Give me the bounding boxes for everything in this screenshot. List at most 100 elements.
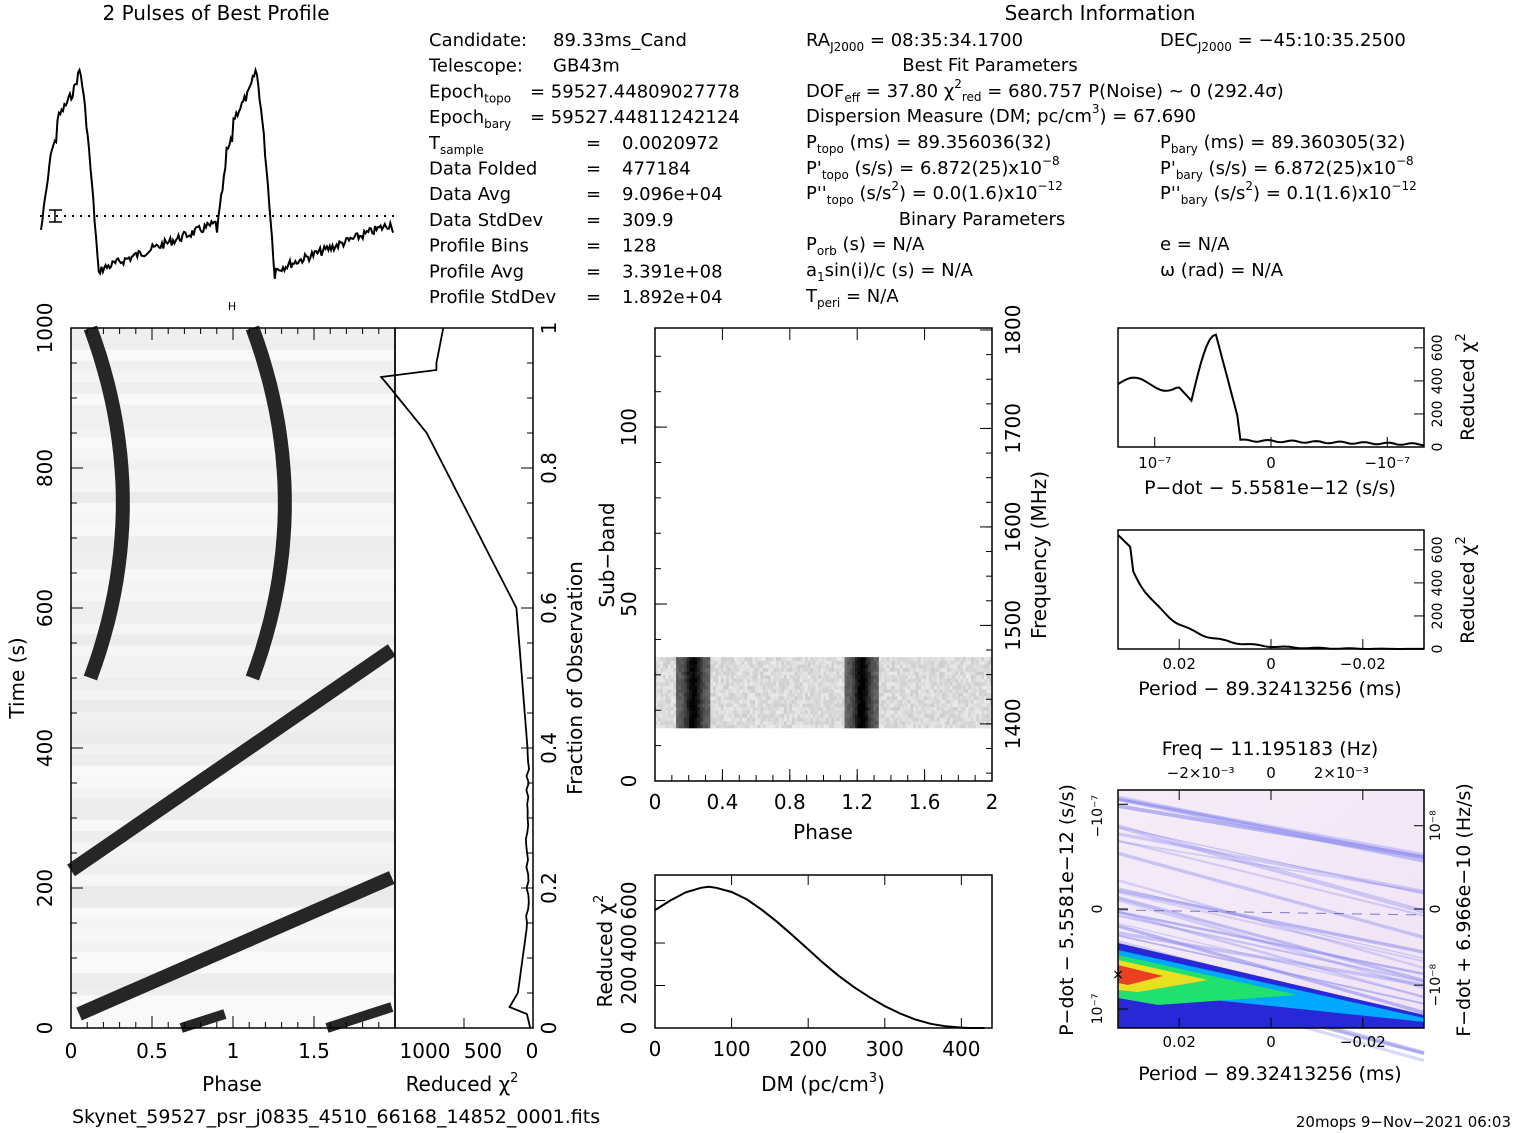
subband-cell [949,685,953,690]
subband-cell [660,703,664,708]
subband-cell [855,660,859,665]
subband-cell [862,678,867,683]
subband-cell [805,699,809,704]
subband-cell [715,688,719,693]
subband-cell [720,664,724,669]
subband-cell [805,664,809,669]
subband-cell [789,710,793,715]
subband-cell [715,664,719,669]
subband-cell [873,678,877,683]
y-tick-label: 0.4 [537,732,561,764]
subband-cell [963,720,967,725]
subband-cell [849,657,853,662]
subband-cell [794,688,798,693]
subband-cell [686,688,690,693]
subband-cell [815,692,819,697]
subband-cell [936,692,940,697]
subband-cell [905,692,909,697]
subband-cell [913,667,917,672]
subband-cell [955,720,959,725]
subband-cell [876,664,880,669]
subband-cell [710,681,714,686]
subband-cell [770,692,774,697]
subband-cell [902,706,906,711]
subband-cell [910,681,914,686]
subband-cell [963,657,967,662]
subband-cell [947,685,951,690]
subband-cell [986,678,990,683]
subband-cell [697,706,701,711]
subband-cell [731,674,735,679]
subband-cell [894,699,898,704]
subband-cell [928,699,932,704]
subband-cell [931,713,935,718]
subband-cell [820,674,824,679]
subband-cell [852,692,856,697]
subband-cell [660,678,664,683]
subband-cell [989,720,993,725]
subband-cell [984,713,988,718]
subband-cell [862,699,867,704]
subband-cell [828,664,832,669]
info-eq-10: = [586,287,601,308]
subband-cell [749,724,753,729]
subband-cell [657,664,661,669]
subband-cell [731,671,735,676]
dm-ylabel: Reduced χ2 [592,895,617,1008]
subband-cell [662,685,666,690]
subband-cell [670,664,674,669]
subband-cell [984,660,988,665]
subband-cell [939,696,943,701]
subband-cell [923,660,927,665]
subband-cell [655,703,659,708]
y-tick-label: 400 [1430,570,1446,597]
subband-cell [889,664,893,669]
subband-cell [915,710,919,715]
subband-cell [926,674,930,679]
subband-cell [947,657,951,662]
subband-cell [728,664,732,669]
noise-row [71,612,395,624]
subband-cell [891,724,895,729]
subband-cell [907,703,911,708]
subband-cell [870,657,874,662]
subband-cell [691,667,695,672]
subband-cell [723,696,727,701]
subband-cell [705,660,709,665]
subband-cell [670,660,674,665]
subband-cell [963,692,967,697]
subband-cell [691,699,695,704]
subband-cell [899,657,903,662]
subband-cell [831,678,835,683]
subband-cell [936,674,940,679]
subband-cell [868,713,872,718]
subband-cell [926,713,930,718]
subband-cell [807,664,811,669]
subband-cell [797,720,801,725]
subband-cell [960,724,964,729]
subband-cell [826,667,830,672]
y-tick-label: 400 [33,729,57,767]
subband-cell [939,692,943,697]
subband-cell [834,660,838,665]
subband-cell [860,667,864,672]
subband-cell [655,699,659,704]
subband-cell [733,699,738,704]
tick-label: 0.5 [136,1039,168,1063]
subband-cell [668,724,672,729]
subband-cell [868,688,872,693]
subband-cell [681,685,685,690]
subband-cell [752,674,756,679]
subband-cell [731,724,735,729]
subband-cell [981,681,985,686]
subband-cell [733,724,738,729]
subband-cell [886,710,890,715]
subband-cell [676,685,680,690]
subband-cell [699,678,703,683]
subband-cell [723,667,727,672]
subband-cell [947,703,951,708]
subband-cell [907,717,911,722]
subband-cell [989,664,993,669]
subband-cell [918,667,922,672]
subband-cell [857,717,861,722]
